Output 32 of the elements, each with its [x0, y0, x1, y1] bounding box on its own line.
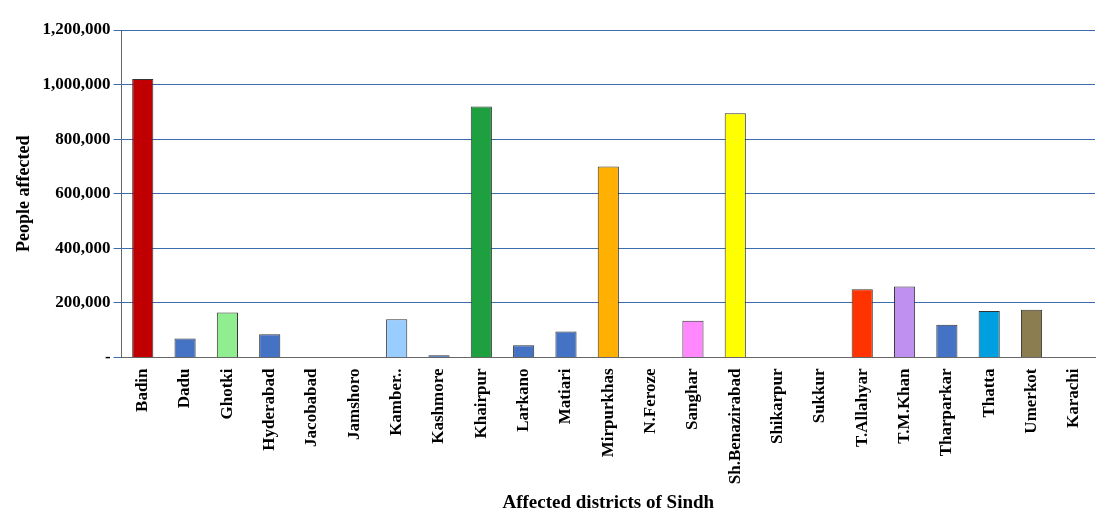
x-tick-label: Ghotki: [216, 368, 236, 420]
x-tick-label: Sh.Benazirabad: [724, 367, 744, 485]
y-tick-label: -: [104, 346, 111, 366]
x-tick-label: Kamber..: [386, 368, 406, 436]
x-tick-label: Mirpurkhas: [597, 368, 617, 458]
x-tick-label: Sukkur: [809, 368, 829, 424]
x-tick-label: Dadu: [174, 368, 194, 409]
x-tick-label: Sanghar: [682, 368, 702, 430]
x-tick-label: Khairpur: [470, 368, 490, 439]
x-tick-label: N.Feroze: [640, 368, 660, 434]
y-tick-label: 1,000,000: [42, 73, 111, 93]
x-tick-label: Karachi: [1063, 368, 1083, 428]
x-tick-label: T.M.Khan: [893, 367, 913, 444]
x-tick-label: Umerkot: [1020, 368, 1040, 434]
x-tick-label: Thatta: [978, 367, 998, 418]
y-tick-label: 200,000: [55, 292, 111, 312]
x-tick-label: Jacobabad: [301, 367, 321, 447]
x-axis-title: Affected districts of Sindh: [502, 490, 715, 512]
y-tick-label: 600,000: [55, 183, 111, 203]
y-axis-title: People affected: [13, 135, 34, 252]
x-tick-label: Shikarpur: [766, 368, 786, 445]
y-tick-label: 400,000: [55, 237, 111, 257]
x-tick-label: Matiari: [555, 368, 575, 425]
x-tick-label: Badin: [132, 367, 152, 412]
x-tick-label: Tharparkar: [936, 368, 956, 457]
x-tick-label: Hyderabad: [259, 367, 279, 451]
x-tick-label: T.Allahyar: [851, 368, 871, 448]
y-tick-label: 1,200,000: [42, 19, 111, 39]
x-tick-label: Larkano: [513, 368, 533, 432]
x-tick-label: Jamshoro: [343, 368, 363, 440]
y-tick-label: 800,000: [55, 128, 111, 148]
x-tick-label: Kashmore: [428, 368, 448, 444]
